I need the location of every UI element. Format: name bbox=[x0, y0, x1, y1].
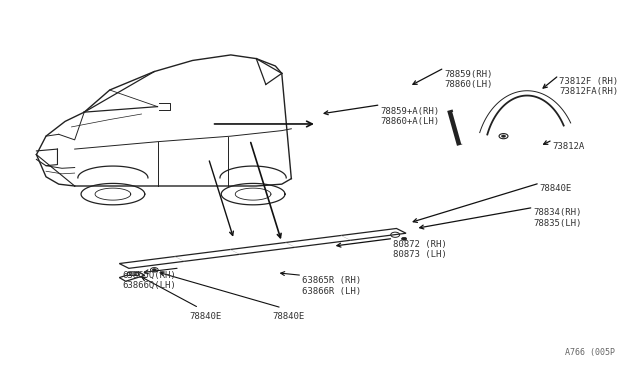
Text: 78840E: 78840E bbox=[540, 184, 572, 193]
Text: 63865Q(RH)
63866Q(LH): 63865Q(RH) 63866Q(LH) bbox=[122, 271, 176, 290]
Text: 78859(RH)
78860(LH): 78859(RH) 78860(LH) bbox=[444, 70, 493, 89]
Text: 63865R (RH)
63866R (LH): 63865R (RH) 63866R (LH) bbox=[302, 276, 362, 296]
Bar bbox=[127, 272, 138, 275]
Text: A766 (005P: A766 (005P bbox=[565, 347, 615, 357]
Text: 73812A: 73812A bbox=[552, 142, 585, 151]
Circle shape bbox=[129, 272, 136, 275]
Text: 78840E: 78840E bbox=[189, 311, 221, 321]
Circle shape bbox=[401, 237, 406, 240]
Text: 78840E: 78840E bbox=[272, 311, 305, 321]
Text: 78859+A(RH)
78860+A(LH): 78859+A(RH) 78860+A(LH) bbox=[381, 107, 440, 126]
Text: 78834(RH)
78835(LH): 78834(RH) 78835(LH) bbox=[534, 208, 582, 228]
Text: 73812F (RH)
73812FA(RH): 73812F (RH) 73812FA(RH) bbox=[559, 77, 618, 96]
Text: 80872 (RH)
80873 (LH): 80872 (RH) 80873 (LH) bbox=[394, 240, 447, 259]
Circle shape bbox=[502, 135, 506, 137]
Circle shape bbox=[152, 269, 156, 271]
